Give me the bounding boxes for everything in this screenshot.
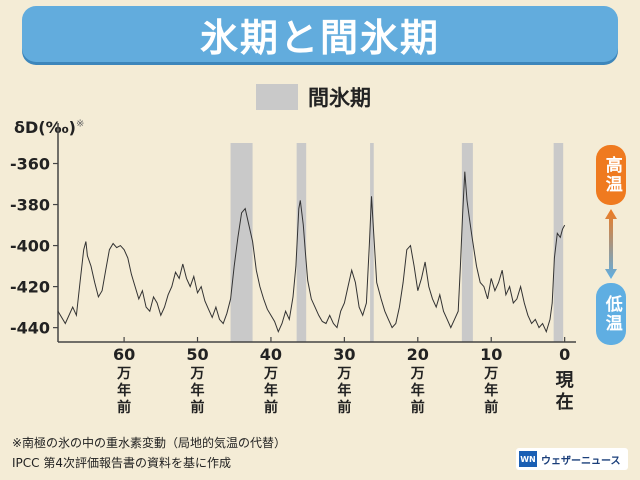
x-tick-sublabel: 年: [484, 382, 498, 399]
x-tick-sublabel: 前: [411, 399, 425, 416]
x-tick-label: 60: [113, 345, 135, 364]
temperature-arrow: [605, 209, 617, 279]
footnote-source: IPCC 第4次評価報告書の資料を基に作成: [12, 456, 231, 470]
brand-logo: WN: [519, 451, 537, 467]
x-tick-sublabel: 万: [410, 366, 425, 382]
interglacial-band-1: [296, 143, 307, 342]
y-axis-unit-mark: ※: [75, 118, 85, 130]
y-tick-labels: -360 -380 -400 -420 -440: [10, 155, 50, 338]
legend-label: 間氷期: [308, 86, 371, 110]
x-tick-sublabel: 万: [263, 366, 278, 382]
interglacial-band-3: [461, 143, 473, 342]
x-tick-label: 20: [407, 345, 429, 364]
cold-label-text: 低温: [601, 295, 622, 333]
y-axis-unit-label: δD(‰): [14, 118, 76, 137]
x-tick-sublabel: 前: [117, 399, 131, 416]
y-tick-label: -360: [10, 155, 50, 174]
y-tick-label: -440: [10, 319, 50, 338]
x-tick-label: 0: [559, 345, 570, 364]
x-tick-sublabel: 前: [484, 399, 498, 416]
legend-swatch: [256, 84, 298, 110]
x-tick-sublabel: 万: [336, 366, 351, 382]
interglacial-band-0: [230, 143, 253, 342]
x-tick-sublabel: 年: [264, 382, 278, 399]
x-tick-sublabel: 年: [117, 382, 131, 399]
interglacial-band-4: [553, 143, 564, 342]
y-tick-label: -400: [10, 237, 50, 256]
x-tick-sublabel: 現: [556, 370, 574, 391]
x-tick-label: 40: [260, 345, 282, 364]
legend: 間氷期: [256, 84, 371, 110]
brand-name: ウェザーニュース: [541, 455, 621, 467]
footnote-source-note: ※南極の氷の中の重水素変動（局地的気温の代替）: [12, 436, 287, 450]
x-tick-sublabel: 万: [190, 366, 205, 382]
interglacial-band-2: [370, 143, 374, 342]
y-tick-label: -420: [10, 278, 50, 297]
y-axis-unit: δD(‰)※: [14, 118, 84, 137]
x-tick-label: 30: [333, 345, 355, 364]
x-tick-sublabel: 前: [264, 399, 278, 416]
x-tick-label: 50: [186, 345, 208, 364]
x-tick-sublabel: 在: [556, 391, 574, 413]
hot-label-text: 高温: [601, 156, 622, 194]
interglacial-bands: [230, 143, 564, 342]
axes: [53, 123, 576, 343]
x-tick-sublabel: 前: [337, 399, 351, 416]
cold-label: 低温: [596, 283, 626, 345]
x-tick-sublabel: 年: [411, 382, 425, 399]
title-bar: 氷期と間氷期: [22, 6, 618, 62]
hot-label: 高温: [596, 145, 626, 205]
y-tick-label: -380: [10, 196, 50, 215]
x-tick-label: 10: [480, 345, 502, 364]
page-title: 氷期と間氷期: [199, 15, 440, 60]
x-tick-sublabel: 万: [116, 366, 131, 382]
x-tick-sublabel: 万: [483, 366, 498, 382]
x-tick-sublabel: 前: [191, 399, 205, 416]
series-line: [57, 171, 566, 334]
brand-badge: WN ウェザーニュース: [516, 448, 628, 470]
x-tick-sublabel: 年: [191, 382, 205, 399]
x-tick-sublabel: 年: [337, 382, 351, 399]
